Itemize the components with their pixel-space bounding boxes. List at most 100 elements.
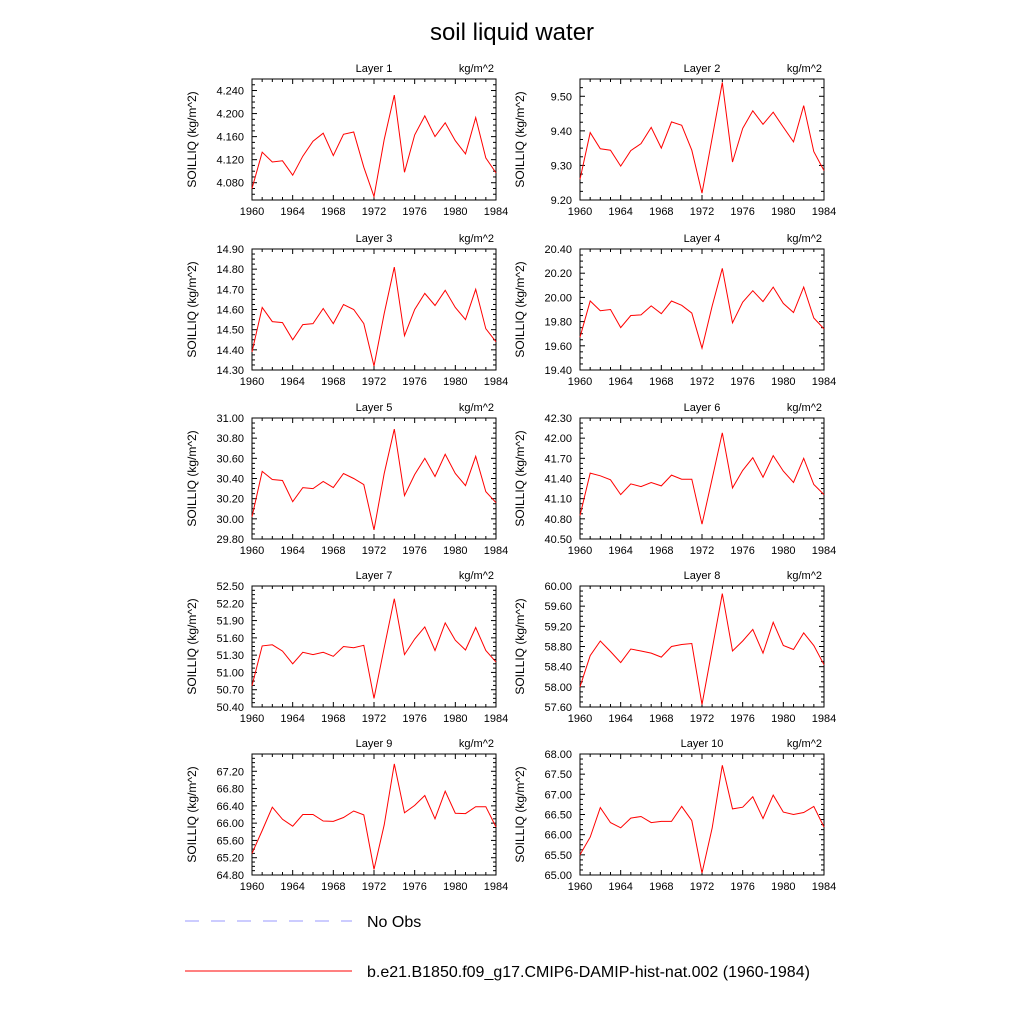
- x-tick-label: 1980: [443, 881, 467, 893]
- y-tick-label: 30.20: [216, 494, 244, 506]
- y-tick-label: 30.80: [216, 433, 244, 445]
- x-tick-label: 1984: [484, 545, 508, 557]
- y-tick-label: 40.80: [544, 514, 572, 526]
- y-tick-label: 20.40: [544, 244, 572, 256]
- x-tick-label: 1964: [280, 881, 304, 893]
- panel-units: kg/m^2: [787, 233, 822, 245]
- y-tick-label: 42.00: [544, 433, 572, 445]
- x-tick-label: 1980: [443, 206, 467, 218]
- y-tick-label: 42.30: [544, 413, 572, 425]
- y-tick-label: 4.120: [216, 155, 244, 167]
- x-tick-label: 1976: [730, 206, 754, 218]
- series-line: [251, 266, 497, 367]
- x-tick-label: 1960: [568, 206, 592, 218]
- series-line: [579, 432, 825, 525]
- x-tick-label: 1964: [608, 545, 632, 557]
- y-tick-label: 68.00: [544, 749, 572, 761]
- y-tick-label: 58.00: [544, 682, 572, 694]
- x-tick-label: 1964: [608, 881, 632, 893]
- x-tick-label: 1976: [402, 206, 426, 218]
- series-line: [579, 593, 825, 705]
- x-tick-label: 1968: [321, 713, 345, 725]
- x-tick-label: 1980: [771, 376, 795, 388]
- x-tick-label: 1968: [321, 545, 345, 557]
- y-tick-label: 57.60: [544, 702, 572, 714]
- x-tick-label: 1980: [771, 713, 795, 725]
- plot-frame: [579, 78, 825, 201]
- x-tick-label: 1980: [443, 545, 467, 557]
- panel-layer-3: 1960 1964 1968 1972 1976 1980 1984 14.30 14.40 14…: [185, 233, 508, 388]
- y-tick-label: 30.00: [216, 514, 244, 526]
- y-tick-label: 58.40: [544, 662, 572, 674]
- figure-title: soil liquid water: [430, 19, 594, 46]
- y-tick-label: 50.70: [216, 685, 244, 697]
- panel-units: kg/m^2: [459, 570, 494, 582]
- x-tick-label: 1964: [280, 206, 304, 218]
- series-line: [251, 94, 497, 199]
- y-tick-label: 14.90: [216, 244, 244, 256]
- series-line: [251, 428, 497, 531]
- y-tick-label: 66.50: [544, 810, 572, 822]
- x-tick-label: 1972: [362, 713, 386, 725]
- panel-layer-1: 1960 1964 1968 1972 1976 1980 1984 4.080 4.120 4.…: [185, 63, 508, 218]
- y-tick-label: 9.40: [551, 126, 572, 138]
- y-tick-label: 67.50: [544, 769, 572, 781]
- y-tick-label: 30.60: [216, 453, 244, 465]
- x-tick-label: 1960: [568, 376, 592, 388]
- x-tick-label: 1976: [730, 545, 754, 557]
- y-axis-label: SOILLIQ (kg/m^2): [185, 430, 199, 526]
- y-axis-label: SOILLIQ (kg/m^2): [513, 766, 527, 862]
- y-tick-label: 41.40: [544, 474, 572, 486]
- x-tick-label: 1968: [321, 376, 345, 388]
- x-tick-label: 1980: [771, 881, 795, 893]
- y-tick-label: 4.200: [216, 109, 244, 121]
- y-tick-label: 65.50: [544, 850, 572, 862]
- y-tick-label: 51.90: [216, 616, 244, 628]
- panel-units: kg/m^2: [459, 738, 494, 750]
- panel-units: kg/m^2: [459, 402, 494, 414]
- x-tick-label: 1976: [402, 545, 426, 557]
- plot-frame: [251, 585, 497, 708]
- x-tick-label: 1968: [649, 206, 673, 218]
- panel-layer-4: 1960 1964 1968 1972 1976 1980 1984 19.40 19.60 19…: [513, 233, 836, 388]
- x-tick-label: 1960: [240, 545, 264, 557]
- series-line: [579, 82, 825, 194]
- plot-frame: [579, 417, 825, 540]
- y-tick-label: 30.40: [216, 474, 244, 486]
- y-tick-label: 14.70: [216, 284, 244, 296]
- x-tick-label: 1972: [690, 545, 714, 557]
- panel-title: Layer 4: [684, 233, 721, 245]
- x-tick-label: 1964: [608, 206, 632, 218]
- plot-frame: [579, 248, 825, 371]
- panel-grid: 1960 1964 1968 1972 1976 1980 1984 4.080 4.120 4.…: [185, 63, 836, 893]
- y-tick-label: 51.30: [216, 650, 244, 662]
- panel-layer-5: 1960 1964 1968 1972 1976 1980 1984 29.80 30.00 30…: [185, 402, 508, 557]
- x-tick-label: 1984: [812, 881, 836, 893]
- panel-layer-7: 1960 1964 1968 1972 1976 1980 1984 50.40 50.70 51…: [185, 570, 508, 725]
- y-tick-label: 19.60: [544, 341, 572, 353]
- panel-title: Layer 7: [356, 570, 393, 582]
- y-tick-label: 52.50: [216, 581, 244, 593]
- y-tick-label: 50.40: [216, 702, 244, 714]
- x-tick-label: 1972: [362, 545, 386, 557]
- y-axis-label: SOILLIQ (kg/m^2): [513, 261, 527, 357]
- y-tick-label: 14.30: [216, 365, 244, 377]
- y-tick-label: 14.40: [216, 345, 244, 357]
- x-tick-label: 1976: [402, 881, 426, 893]
- x-tick-label: 1984: [812, 713, 836, 725]
- y-tick-label: 59.60: [544, 601, 572, 613]
- y-tick-label: 66.40: [216, 801, 244, 813]
- panel-title: Layer 8: [684, 570, 721, 582]
- y-tick-label: 4.240: [216, 86, 244, 98]
- plot-frame: [251, 753, 497, 876]
- y-tick-label: 4.160: [216, 132, 244, 144]
- y-tick-label: 51.00: [216, 667, 244, 679]
- x-tick-label: 1960: [568, 545, 592, 557]
- x-tick-label: 1960: [568, 713, 592, 725]
- x-tick-label: 1964: [280, 376, 304, 388]
- y-tick-label: 29.80: [216, 534, 244, 546]
- x-tick-label: 1968: [649, 713, 673, 725]
- panel-units: kg/m^2: [787, 402, 822, 414]
- plot-frame: [579, 753, 825, 876]
- plot-frame: [251, 78, 497, 201]
